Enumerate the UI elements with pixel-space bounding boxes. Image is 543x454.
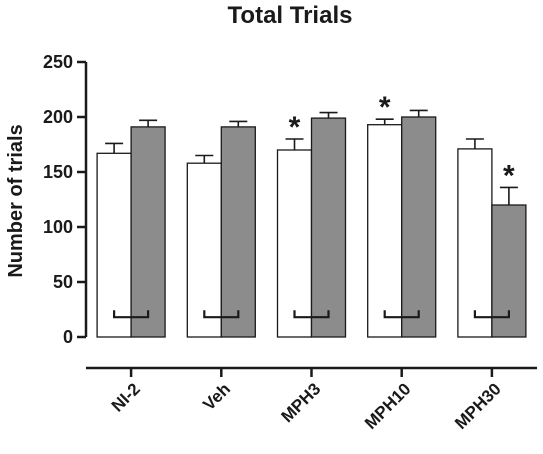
y-tick-label: 100 bbox=[43, 217, 73, 237]
plot-area: 0 50 100 150 200 250 NI-2 Veh MPH3 * MPH10 * MPH30 * bbox=[43, 52, 537, 433]
significance-marker: * bbox=[289, 111, 301, 144]
pair-bracket bbox=[473, 310, 510, 319]
pair-bracket bbox=[293, 310, 330, 319]
bar bbox=[276, 149, 313, 338]
bar bbox=[457, 148, 493, 338]
pair-bracket bbox=[113, 310, 150, 319]
pair-bracket bbox=[203, 310, 240, 319]
bar bbox=[310, 117, 347, 338]
x-tick-label: Veh bbox=[199, 379, 234, 414]
bar bbox=[96, 152, 132, 338]
y-tick-label: 200 bbox=[43, 107, 73, 127]
x-tick-label: MPH3 bbox=[277, 379, 324, 426]
significance-marker: * bbox=[503, 159, 515, 192]
y-tick-label: 150 bbox=[43, 162, 73, 182]
bar bbox=[186, 162, 222, 338]
bar bbox=[401, 116, 437, 338]
x-tick-label: NI-2 bbox=[108, 379, 144, 415]
bar bbox=[367, 124, 403, 338]
y-tick-label: 50 bbox=[53, 272, 73, 292]
y-axis-label: Number of trials bbox=[5, 124, 27, 277]
x-tick-label: MPH10 bbox=[361, 379, 415, 433]
bar bbox=[220, 126, 256, 338]
bar bbox=[130, 126, 166, 338]
chart-title: Total Trials bbox=[228, 2, 353, 29]
x-tick-label: MPH30 bbox=[451, 379, 505, 433]
y-tick-label: 0 bbox=[63, 327, 73, 347]
y-tick-label: 250 bbox=[43, 52, 73, 72]
significance-marker: * bbox=[379, 91, 391, 124]
pair-bracket bbox=[383, 310, 420, 319]
